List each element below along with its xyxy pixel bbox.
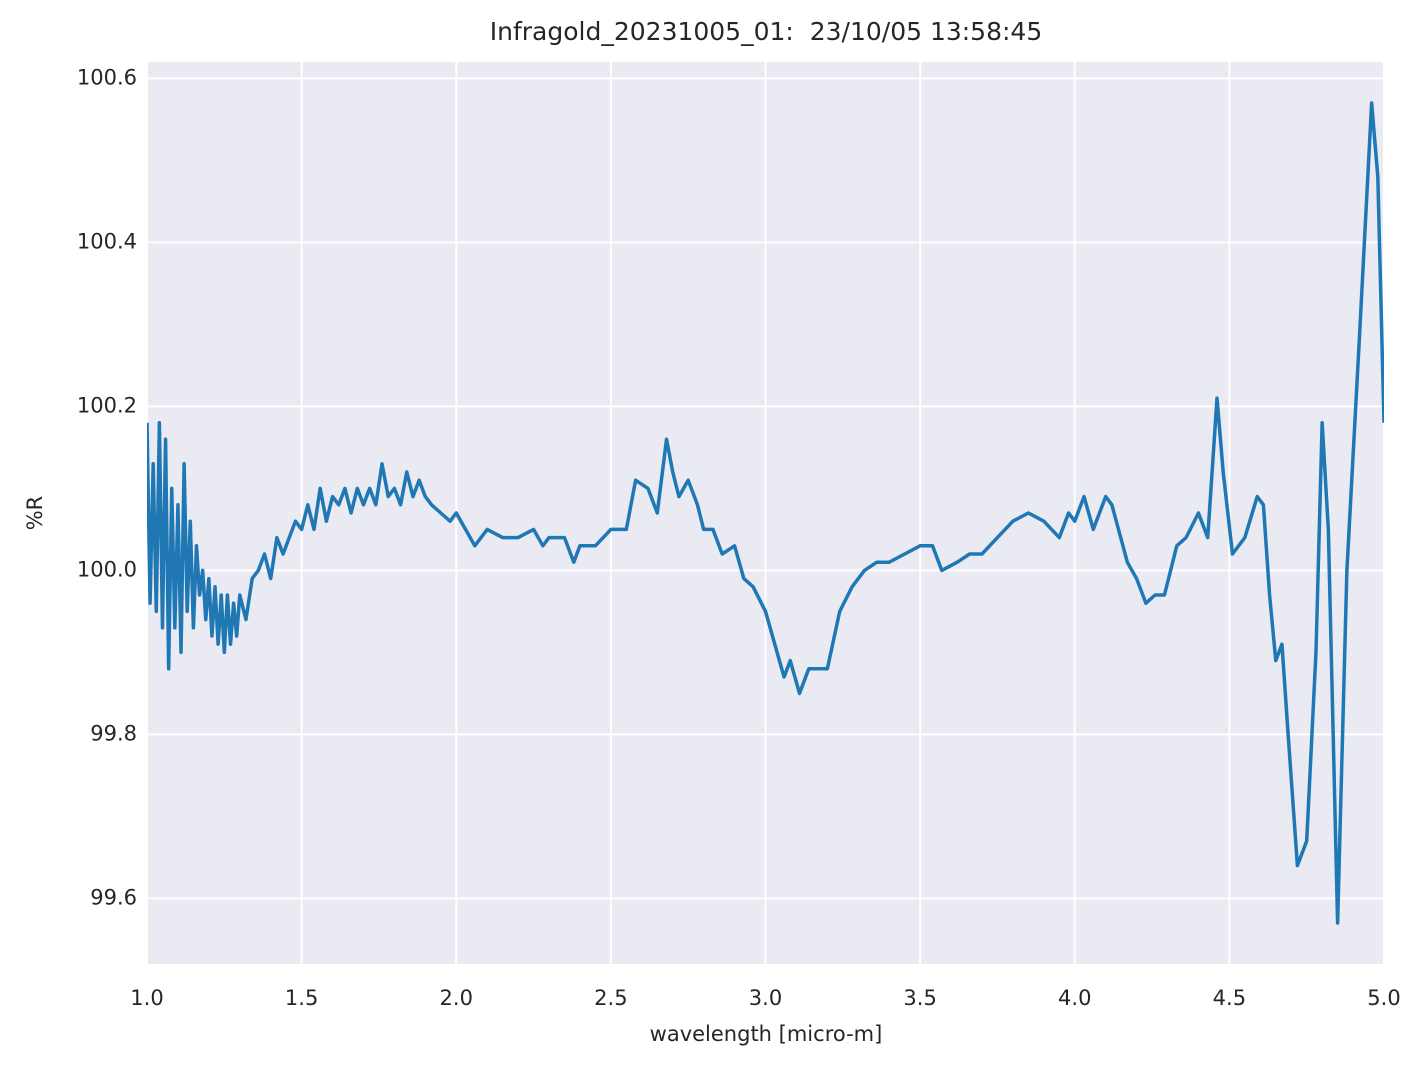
y-axis-label: %R: [23, 496, 47, 531]
x-tick-label: 5.0: [1367, 986, 1400, 1010]
x-tick-label: 2.0: [440, 986, 473, 1010]
x-tick-label: 1.5: [285, 986, 318, 1010]
y-tick-label: 100.0: [77, 557, 137, 581]
y-tick-label: 100.2: [77, 393, 137, 417]
x-tick-label: 4.5: [1213, 986, 1246, 1010]
chart-title: Infragold_20231005_01: 23/10/05 13:58:45: [490, 17, 1042, 46]
x-tick-label: 4.0: [1058, 986, 1091, 1010]
y-tick-label: 100.6: [77, 65, 137, 89]
data-line: [147, 101, 1384, 925]
y-tick-label: 100.4: [77, 229, 137, 253]
y-tick-label: 99.6: [90, 885, 137, 909]
y-tick-label: 99.8: [90, 721, 137, 745]
x-tick-label: 3.0: [749, 986, 782, 1010]
x-tick-label: 1.0: [130, 986, 163, 1010]
x-tick-label: 2.5: [594, 986, 627, 1010]
x-tick-label: 3.5: [903, 986, 936, 1010]
grid: [146, 62, 1385, 964]
marks: [147, 101, 1384, 925]
x-axis-label: wavelength [micro-m]: [650, 1022, 883, 1046]
